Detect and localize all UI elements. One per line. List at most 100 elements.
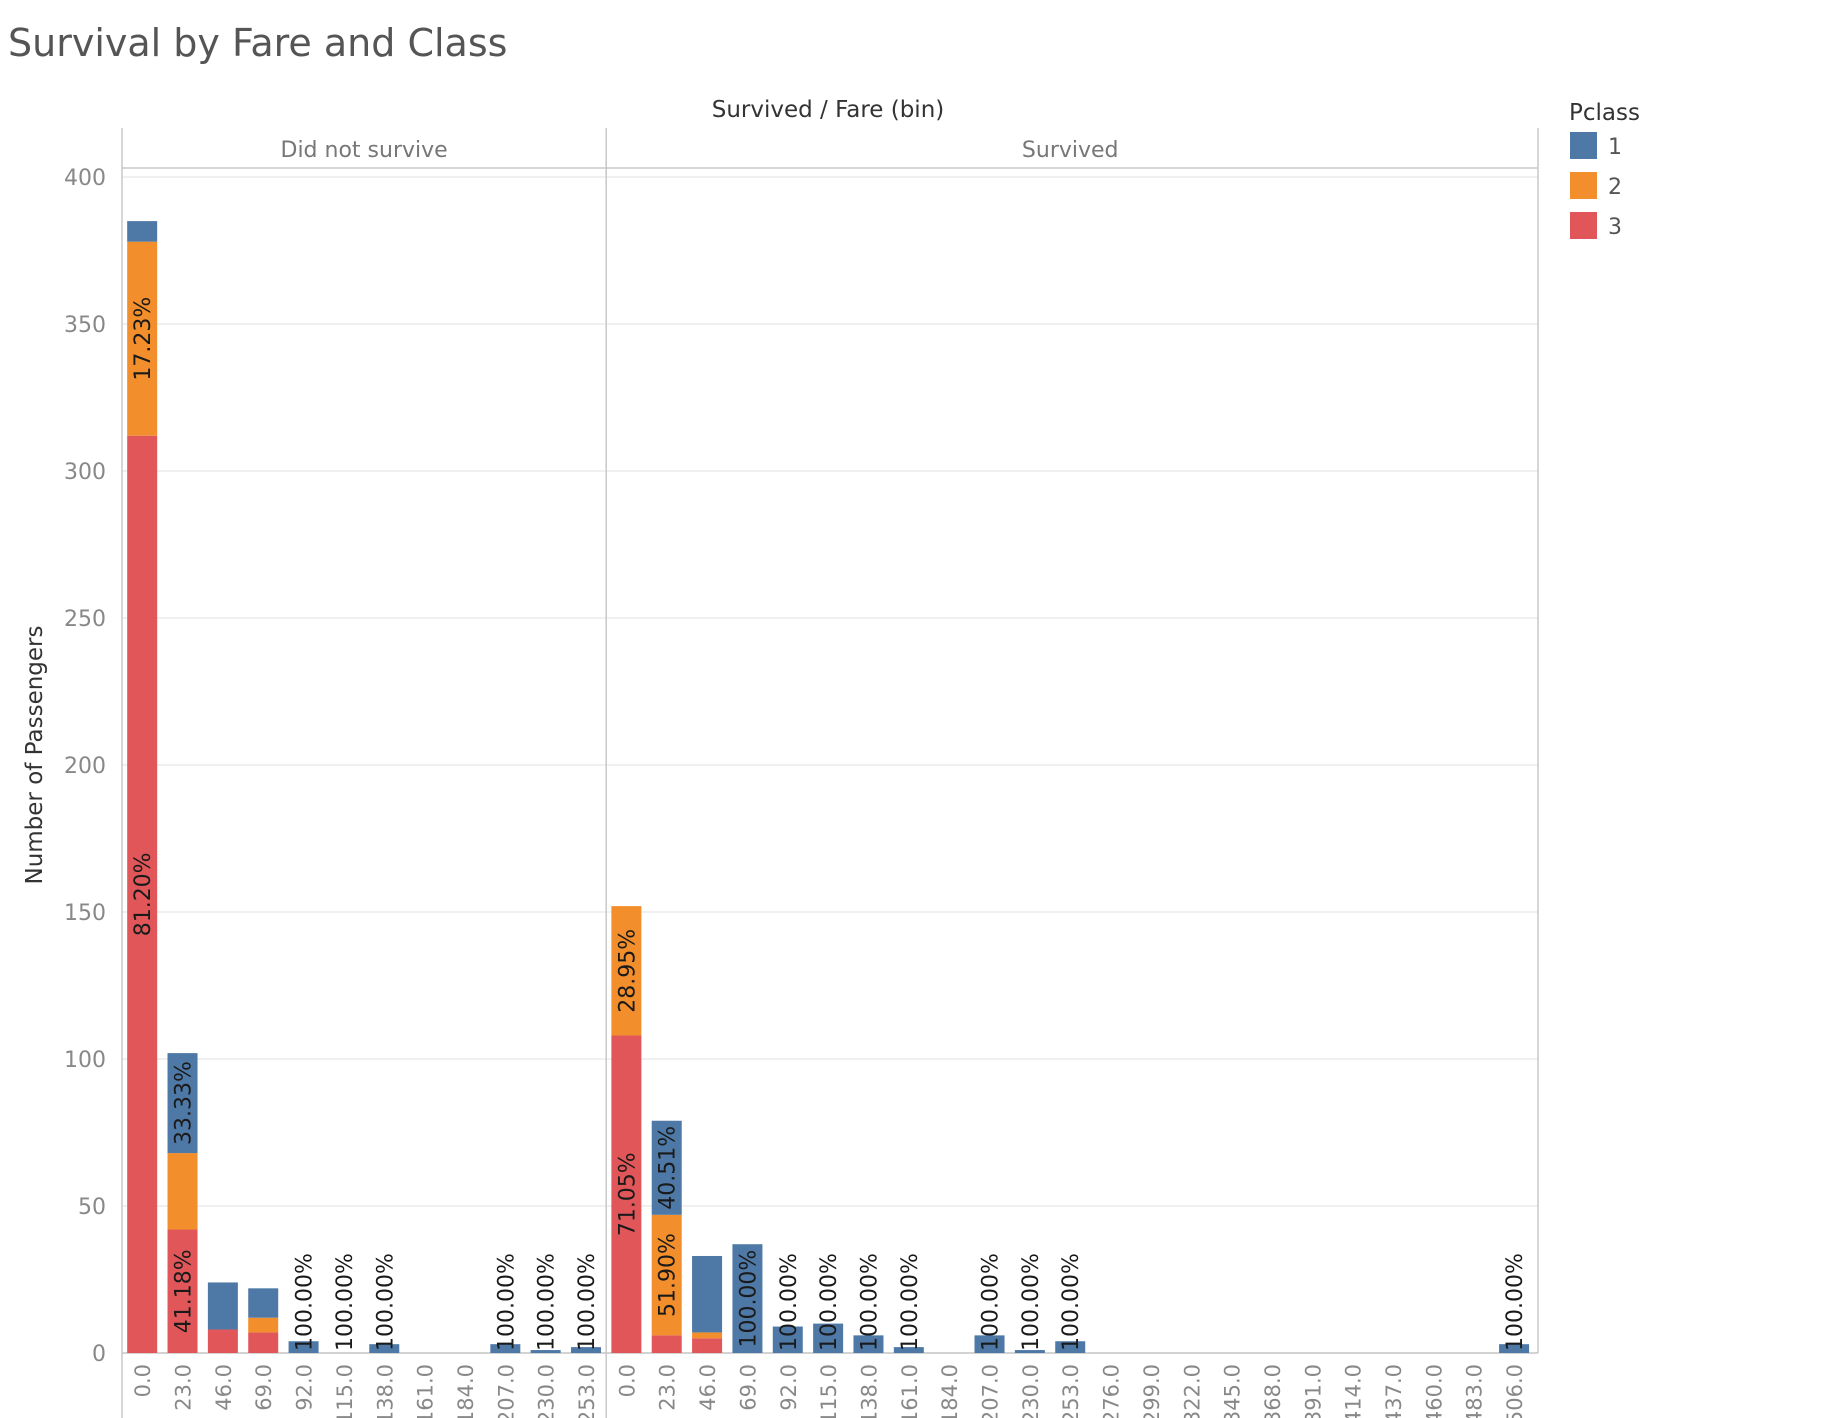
data-label: 100.00% [736,1250,761,1348]
bar-segment-class-3 [611,1035,642,1353]
legend-label: 2 [1608,175,1622,200]
bar-segment-class-2 [611,906,642,1036]
bar-segment-class-3 [167,1229,198,1353]
x-tick-label: 23.0 [172,1364,196,1411]
x-tick-label: 460.0 [1422,1364,1446,1418]
bar-segment-class-1 [1014,1350,1045,1353]
bar-segment-class-1 [369,1344,400,1353]
y-axis-label: Number of Passengers [22,626,48,885]
data-label: 100.00% [575,1253,600,1351]
legend-title: Pclass [1569,100,1640,126]
x-tick-label: 46.0 [696,1364,720,1411]
bar-segment-class-1 [207,1282,238,1330]
x-tick-label: 92.0 [293,1364,317,1411]
data-label: 100.00% [777,1253,802,1351]
data-label: 81.20% [131,852,156,936]
bar-segment-class-1 [1055,1341,1086,1353]
data-label: 71.05% [615,1152,640,1236]
x-tick-label: 161.0 [414,1364,438,1418]
chart-title: Survival by Fare and Class [8,21,507,65]
y-tick-label: 250 [64,607,106,632]
x-tick-label: 92.0 [777,1364,801,1411]
bar-segment-class-1 [692,1255,723,1333]
data-label: 100.00% [1503,1253,1528,1351]
bar-segment-class-1 [813,1323,844,1353]
y-tick-label: 50 [78,1195,106,1220]
legend-swatch-class-3 [1570,212,1597,239]
x-tick-label: 0.0 [131,1364,155,1397]
x-tick-label: 414.0 [1342,1364,1366,1418]
x-tick-label: 46.0 [212,1364,236,1411]
data-label: 51.90% [656,1233,681,1317]
bar-segment-class-2 [167,1153,198,1230]
bar-segment-class-2 [127,241,158,436]
panel-frame: Did not survive Survived [121,128,1539,1418]
x-tick-label: 230.0 [535,1364,559,1418]
data-label: 100.00% [333,1253,358,1351]
column-header: Survived / Fare (bin) [712,97,945,123]
bar-segment-class-1 [571,1347,602,1353]
x-tick-label: 161.0 [898,1364,922,1418]
legend-label: 3 [1608,215,1622,240]
x-tick-label: 345.0 [1221,1364,1245,1418]
x-tick-label: 322.0 [1180,1364,1204,1418]
bars [127,221,1530,1354]
x-tick-label: 0.0 [615,1364,639,1397]
x-tick-label: 138.0 [857,1364,881,1418]
data-label: 40.51% [656,1126,681,1210]
axis-ticks: 0 50 100 150 200 250 300 350 400 0.0 23.0 46.0 69.0 9… [64,166,1527,1418]
x-tick-label: 23.0 [656,1364,680,1411]
bar-segment-class-1 [1499,1344,1530,1353]
x-tick-label: 437.0 [1382,1364,1406,1418]
bar-segment-class-1 [853,1335,884,1353]
data-label: 100.00% [1019,1253,1044,1351]
data-label: 41.18% [172,1249,197,1333]
x-tick-label: 299.0 [1140,1364,1164,1418]
y-tick-label: 150 [64,901,106,926]
x-tick-label: 184.0 [938,1364,962,1418]
x-tick-label: 115.0 [333,1364,357,1418]
bar-segment-class-2 [248,1317,279,1333]
bar-segment-class-1 [530,1350,561,1353]
data-label: 100.00% [898,1253,923,1351]
data-label: 100.00% [535,1253,560,1351]
data-label: 28.95% [615,929,640,1013]
data-label: 100.00% [817,1253,842,1351]
data-label: 100.00% [857,1253,882,1351]
bar-segment-class-1 [288,1341,319,1353]
bar-segment-class-1 [772,1326,803,1353]
gridlines [122,176,1538,1354]
x-tick-label: 230.0 [1019,1364,1043,1418]
data-labels: 81.20% 17.23% 41.18% 33.33% 100.00% 100.00% 10… [131,297,1528,1351]
bar-segment-class-1 [248,1288,279,1318]
y-tick-label: 200 [64,754,106,779]
bar-segment-class-3 [692,1338,723,1353]
bar-segment-class-1 [974,1335,1005,1353]
x-tick-label: 184.0 [454,1364,478,1418]
x-tick-label: 506.0 [1503,1364,1527,1418]
x-tick-label: 207.0 [979,1364,1003,1418]
x-tick-label: 276.0 [1100,1364,1124,1418]
bar-segment-class-1 [893,1347,924,1353]
panel-label: Did not survive [281,138,448,163]
x-tick-label: 138.0 [373,1364,397,1418]
bar-segment-class-3 [207,1329,238,1353]
data-label: 100.00% [293,1253,318,1351]
bar-segment-class-1 [167,1053,198,1154]
legend-label: 1 [1608,135,1622,160]
data-label: 100.00% [494,1253,519,1351]
bar-segment-class-2 [692,1332,723,1339]
y-tick-label: 100 [64,1048,106,1073]
bar-segment-class-2 [651,1214,682,1336]
x-tick-label: 69.0 [736,1364,760,1411]
bar-segment-class-3 [248,1332,279,1353]
bar-segment-class-1 [490,1344,521,1353]
data-label: 100.00% [1059,1253,1084,1351]
data-label: 17.23% [131,297,156,381]
x-tick-label: 69.0 [252,1364,276,1411]
x-tick-label: 207.0 [494,1364,518,1418]
bar-segment-class-1 [651,1120,682,1215]
legend-swatch-class-1 [1570,132,1597,159]
y-tick-label: 350 [64,313,106,338]
x-tick-label: 115.0 [817,1364,841,1418]
